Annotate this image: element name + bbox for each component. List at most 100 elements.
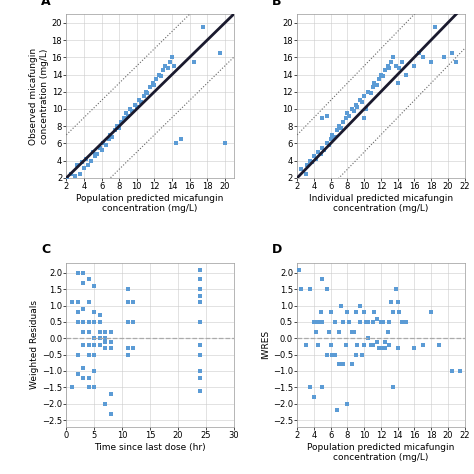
Point (302, 170, 310, 177)
Point (381, 344, 389, 352)
Point (124, 299, 131, 306)
Point (377, 344, 385, 352)
Point (327, 308, 335, 316)
Point (360, 92, 368, 100)
Point (365, 88, 372, 96)
Point (91, 351, 98, 358)
Point (298, 285, 305, 293)
Point (452, 58, 460, 65)
Point (85, 275, 92, 283)
Point (402, 318, 410, 326)
Point (370, 79, 378, 87)
Point (312, 155, 319, 163)
Point (91, 383, 98, 391)
Point (379, 73, 386, 80)
Point (348, 105, 356, 113)
Point (79, 341, 87, 348)
Point (344, 400, 351, 408)
Point (310, 318, 318, 326)
Point (377, 71, 385, 78)
Point (306, 383, 314, 391)
Point (217, 49, 224, 57)
Point (107, 344, 115, 352)
Point (85, 383, 92, 391)
Point (79, 279, 87, 286)
Point (124, 318, 131, 326)
Point (339, 361, 347, 368)
Text: A: A (41, 0, 51, 8)
Point (129, 318, 137, 326)
Point (350, 107, 358, 115)
Point (317, 308, 324, 316)
Text: C: C (41, 244, 50, 256)
Point (323, 351, 330, 358)
Point (331, 318, 338, 326)
Point (310, 393, 318, 401)
Text: B: B (272, 0, 282, 8)
Point (91, 335, 98, 342)
Point (120, 114, 128, 121)
Point (384, 328, 392, 336)
Point (89, 148, 97, 156)
Point (362, 318, 370, 326)
Point (137, 98, 145, 106)
Point (196, 285, 204, 293)
Point (79, 305, 87, 312)
Point (155, 71, 163, 78)
Point (79, 318, 87, 326)
Point (328, 351, 336, 358)
Point (109, 133, 116, 140)
Point (427, 58, 435, 65)
Point (379, 318, 386, 326)
Point (128, 107, 136, 115)
Point (323, 285, 330, 293)
Point (91, 308, 98, 316)
Point (72, 173, 79, 180)
Point (415, 49, 422, 57)
Point (337, 302, 345, 310)
Point (295, 266, 303, 273)
Point (410, 62, 418, 70)
Point (117, 118, 125, 126)
Point (124, 344, 131, 352)
Point (142, 88, 149, 96)
Point (334, 127, 341, 134)
Y-axis label: Weighted Residuals: Weighted Residuals (30, 300, 39, 389)
Point (309, 159, 316, 166)
Point (381, 66, 389, 74)
Point (303, 161, 311, 169)
Point (323, 140, 330, 147)
Point (319, 114, 326, 121)
Point (381, 337, 389, 345)
Point (85, 318, 92, 326)
Point (196, 374, 204, 381)
Point (144, 90, 151, 97)
Point (369, 318, 376, 326)
Point (377, 318, 385, 326)
Point (79, 374, 87, 381)
Point (354, 341, 361, 348)
Point (334, 406, 341, 414)
Point (101, 337, 109, 345)
Point (360, 114, 368, 121)
Point (327, 135, 335, 143)
Point (419, 54, 427, 61)
Point (126, 105, 134, 113)
Point (385, 318, 393, 326)
Point (91, 341, 98, 348)
Point (114, 122, 121, 130)
Point (74, 308, 82, 316)
Point (101, 400, 109, 408)
Point (350, 328, 358, 336)
Point (68, 383, 76, 391)
Point (67, 170, 74, 177)
Point (369, 341, 376, 348)
Point (427, 308, 435, 316)
Point (319, 318, 326, 326)
Point (107, 131, 114, 138)
Point (360, 308, 368, 316)
Point (76, 170, 83, 177)
Point (390, 54, 397, 61)
Point (91, 282, 98, 290)
Point (85, 374, 92, 381)
